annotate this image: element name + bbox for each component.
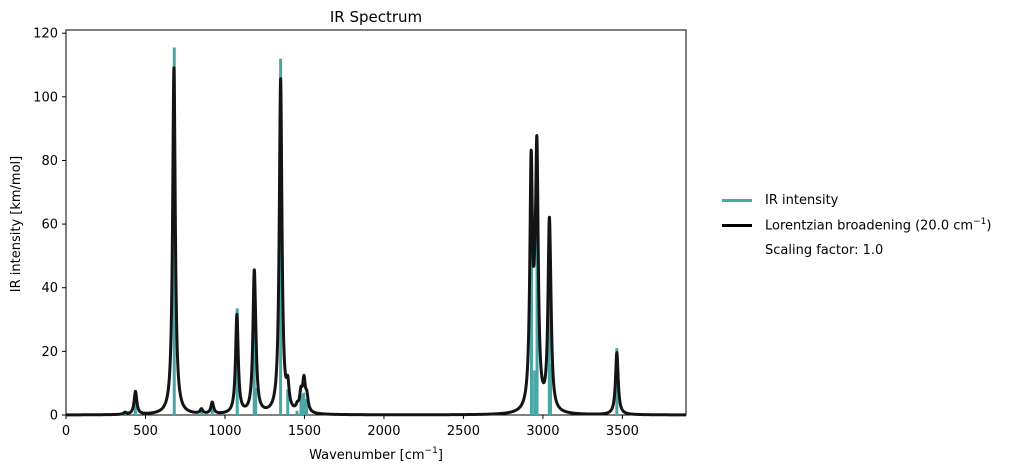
y-axis-title: IR intensity [km/mol] — [9, 156, 24, 292]
ir-stick-series — [123, 47, 619, 415]
y-tick-label: 20 — [41, 345, 58, 360]
x-tick-label: 3500 — [606, 424, 639, 439]
lorentzian-curve — [64, 66, 688, 417]
y-tick-label: 60 — [41, 218, 58, 233]
x-tick-label: 2000 — [367, 424, 400, 439]
legend-label-lorentzian: Lorentzian broadening (20.0 cm−1) — [765, 217, 992, 234]
y-axis-ticks: 0 20 40 60 80 100 120 — [33, 27, 66, 424]
x-tick-label: 500 — [133, 424, 158, 439]
plot-area — [64, 29, 688, 417]
legend-item-scaling: Scaling factor: 1.0 — [722, 238, 991, 263]
x-tick-label: 3000 — [526, 424, 559, 439]
x-tick-label: 1000 — [208, 424, 241, 439]
x-tick-label: 0 — [62, 424, 70, 439]
legend-swatch-lorentzian — [722, 224, 752, 227]
legend-swatch-empty — [722, 249, 752, 252]
legend: IR intensity Lorentzian broadening (20.0… — [722, 188, 991, 263]
y-tick-label: 0 — [50, 409, 58, 424]
y-tick-label: 80 — [41, 154, 58, 169]
legend-item-lorentzian: Lorentzian broadening (20.0 cm−1) — [722, 213, 991, 238]
legend-label-scaling: Scaling factor: 1.0 — [765, 243, 884, 258]
legend-label-ir: IR intensity — [765, 193, 839, 208]
chart-title: IR Spectrum — [330, 8, 422, 26]
y-tick-label: 100 — [33, 90, 58, 105]
x-tick-label: 2500 — [447, 424, 480, 439]
x-axis-title: Wavenumber [cm−1] — [309, 446, 443, 463]
legend-swatch-ir — [722, 199, 752, 202]
y-tick-label: 120 — [33, 27, 58, 42]
plot-frame — [65, 29, 687, 416]
legend-item-ir: IR intensity — [722, 188, 991, 213]
y-tick-label: 40 — [41, 281, 58, 296]
x-axis-ticks: 0 500 1000 1500 2000 2500 3000 3500 — [62, 415, 639, 439]
x-tick-label: 1500 — [288, 424, 321, 439]
